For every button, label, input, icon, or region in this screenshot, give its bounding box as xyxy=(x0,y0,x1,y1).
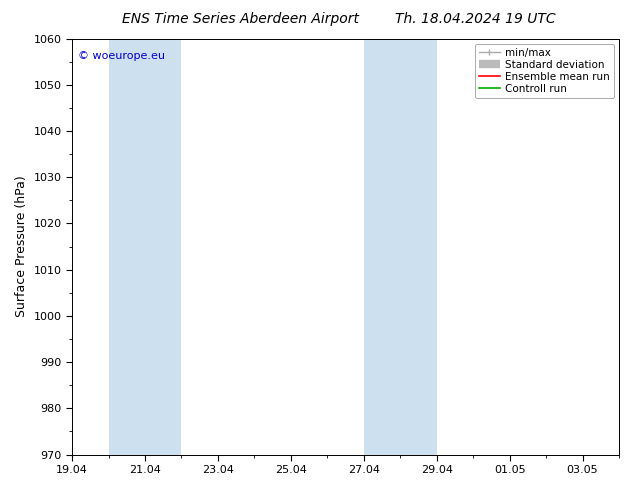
Text: ENS Time Series Aberdeen Airport: ENS Time Series Aberdeen Airport xyxy=(122,12,359,26)
Bar xyxy=(108,39,181,455)
Text: © woeurope.eu: © woeurope.eu xyxy=(77,51,165,61)
Y-axis label: Surface Pressure (hPa): Surface Pressure (hPa) xyxy=(15,176,28,318)
Bar xyxy=(619,39,634,455)
Bar xyxy=(364,39,437,455)
Legend: min/max, Standard deviation, Ensemble mean run, Controll run: min/max, Standard deviation, Ensemble me… xyxy=(475,44,614,98)
Text: Th. 18.04.2024 19 UTC: Th. 18.04.2024 19 UTC xyxy=(395,12,556,26)
